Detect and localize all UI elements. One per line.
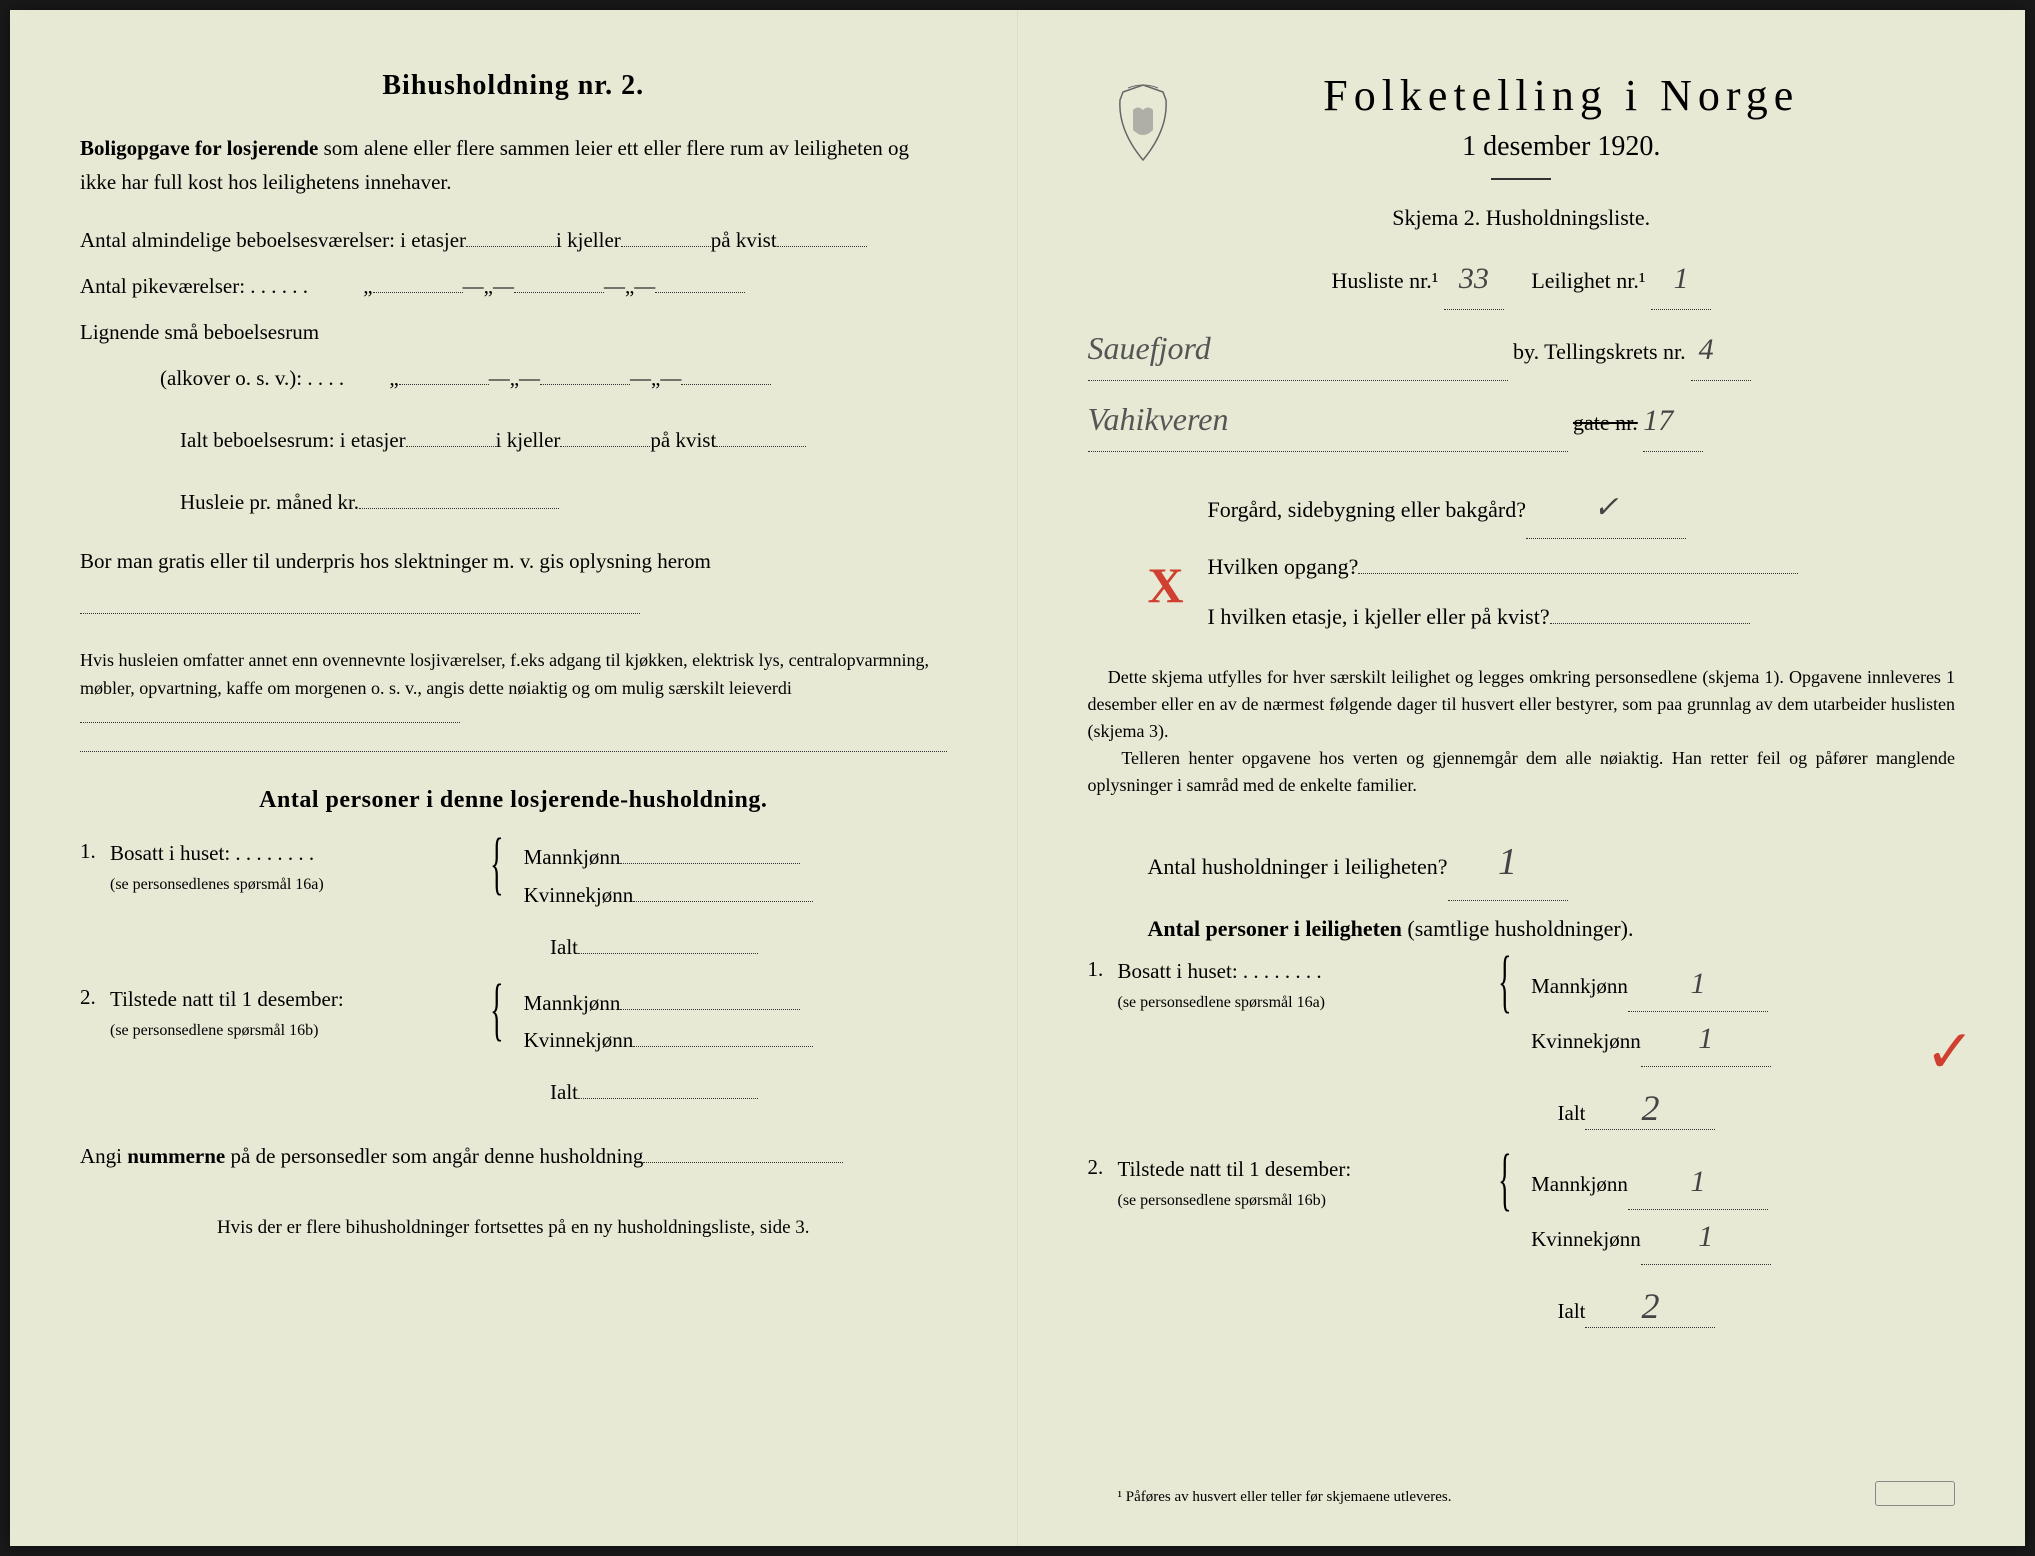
census-document: Bihusholdning nr. 2. Boligopgave for los…: [10, 10, 2025, 1546]
right-ialt-1: Ialt2: [1558, 1087, 1956, 1130]
nummerne-line: Angi nummerne på de personsedler som ang…: [80, 1135, 947, 1177]
intro-text: Boligopgave for losjerende som alene ell…: [80, 132, 947, 199]
field-ialt-rooms: Ialt beboelsesrum: i etasjeri kjellerpå …: [180, 419, 947, 461]
footnote: ¹ Påføres av husvert eller teller før sk…: [1118, 1489, 1452, 1506]
red-x-mark: X: [1148, 535, 1184, 635]
left-page: Bihusholdning nr. 2. Boligopgave for los…: [10, 10, 1018, 1546]
left-person-row-2: 2. Tilstede natt til 1 desember: (se per…: [80, 985, 947, 1061]
field-pike: Antal pikeværelser: . . . . . . „—„——„—: [80, 265, 947, 307]
small-husleie-text: Hvis husleien omfatter annet enn ovennev…: [80, 646, 947, 752]
etasje-line: I hvilken etasje, i kjeller eller på kvi…: [1208, 595, 1956, 639]
left-ialt-1: Ialt: [550, 935, 947, 960]
main-title: Folketelling i Norge: [1168, 70, 1956, 121]
right-person-row-2: 2. Tilstede natt til 1 desember: (se per…: [1088, 1155, 1956, 1265]
left-heading: Bihusholdning nr. 2.: [80, 70, 947, 102]
section-heading-left: Antal personer i denne losjerende-hushol…: [80, 787, 947, 814]
right-page: Folketelling i Norge 1 desember 1920. Sk…: [1018, 10, 2026, 1546]
gate-line: Vahikveren gate nr. 17: [1088, 387, 1956, 452]
field-gratis: Bor man gratis eller til underpris hos s…: [80, 538, 947, 630]
field-husleie: Husleie pr. måned kr.: [180, 481, 947, 523]
divider: [1491, 178, 1551, 180]
field-alkover: (alkover o. s. v.): . . . . „—„——„—: [160, 357, 947, 399]
schema-line: Skjema 2. Husholdningsliste.: [1088, 205, 1956, 231]
left-person-row-1: 1. Bosatt i huset: . . . . . . . . (se p…: [80, 839, 947, 915]
right-person-row-1: 1. Bosatt i huset: . . . . . . . . (se p…: [1088, 957, 1956, 1067]
left-ialt-2: Ialt: [550, 1080, 947, 1105]
info-block-1: Dette skjema utfylles for hver særskilt …: [1088, 664, 1956, 799]
printer-stamp: [1875, 1481, 1955, 1506]
left-footer: Hvis der er flere bihusholdninger fortse…: [80, 1217, 947, 1239]
field-rooms: Antal almindelige beboelsesværelser: i e…: [80, 219, 947, 261]
city-line: Sauefjord by. Tellingskrets nr. 4: [1088, 316, 1956, 381]
opgang-line: X Hvilken opgang?: [1208, 545, 1956, 589]
antal-pers-heading: Antal personer i leiligheten (samtlige h…: [1148, 907, 1956, 951]
husliste-line: Husliste nr.¹ 33 Leilighet nr.¹ 1: [1088, 249, 1956, 310]
field-lignende: Lignende små beboelsesrum: [80, 311, 947, 353]
right-ialt-2: Ialt2: [1558, 1285, 1956, 1328]
red-checkmark: ✓: [1925, 1017, 1975, 1087]
coat-of-arms-icon: [1108, 80, 1178, 170]
antal-hush-line: Antal husholdninger i leiligheten?1: [1148, 824, 1956, 901]
forgard-line: Forgård, sidebygning eller bakgård?✓: [1208, 478, 1956, 539]
intro-bold: Boligopgave for losjerende: [80, 136, 318, 160]
sub-title: 1 desember 1920.: [1168, 131, 1956, 163]
